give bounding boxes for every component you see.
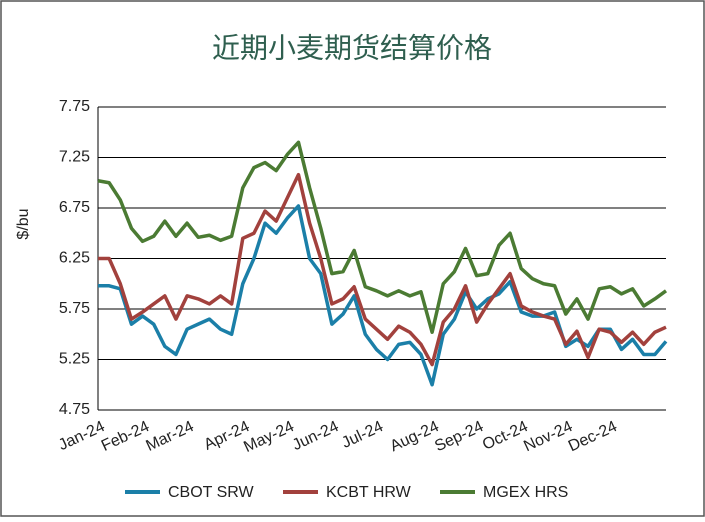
y-tick-label: 6.75	[59, 199, 90, 216]
series-line	[98, 204, 668, 387]
legend-label: CBOT SRW	[168, 484, 255, 501]
chart-title: 近期小麦期货结算价格	[212, 32, 492, 63]
series-line	[98, 172, 667, 367]
y-tick-label: 7.75	[59, 98, 90, 115]
y-tick-label: 5.75	[59, 300, 90, 317]
legend-label: MGEX HRS	[483, 484, 568, 501]
y-tick-label: 7.25	[59, 149, 90, 166]
y-tick-label: 5.25	[59, 351, 90, 368]
y-tick-label: 6.25	[59, 250, 90, 267]
legend-label: KCBT HRW	[326, 484, 412, 501]
y-tick-label: 4.75	[59, 401, 90, 418]
y-axis-label: $/bu	[15, 208, 32, 239]
series-line	[97, 140, 668, 334]
